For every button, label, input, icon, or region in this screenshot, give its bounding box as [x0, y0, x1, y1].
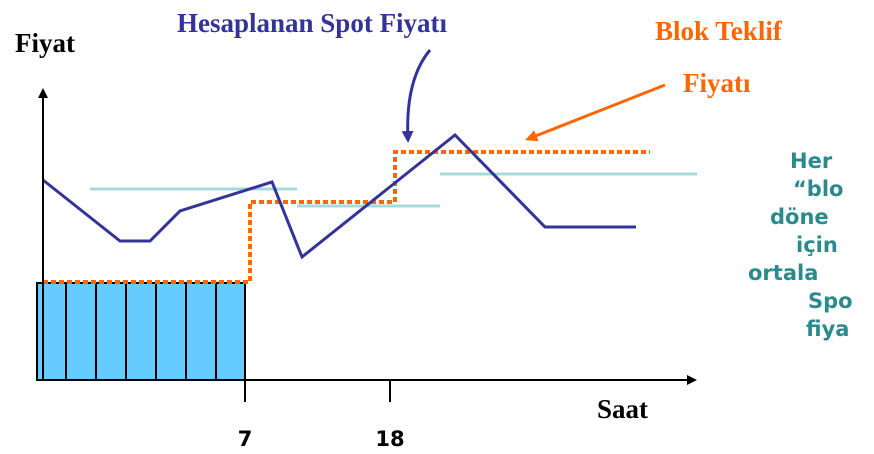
side-text: döne [770, 205, 829, 229]
spot-price [42, 132, 636, 260]
side-text: “blo [793, 177, 843, 201]
side-text: ortala [748, 261, 818, 285]
x-tick-label: 7 [238, 427, 253, 451]
side-text: Spo [808, 289, 853, 313]
axes [37, 88, 697, 402]
block-label: Blok Teklif [655, 16, 783, 46]
x-label: Saat [597, 394, 648, 424]
block-arrow [525, 83, 666, 142]
side-text: Her [790, 149, 833, 173]
block-price [43, 150, 650, 284]
side-text: fiya [806, 317, 849, 341]
x-tick-label: 18 [375, 427, 404, 451]
spot-label: Hesaplanan Spot Fiyatı [177, 8, 448, 38]
y-label: Fiyat [15, 28, 75, 58]
spot-segments [90, 172, 697, 208]
side-text: için [796, 233, 838, 257]
block-label: Fiyatı [683, 68, 751, 98]
blocks [36, 282, 246, 381]
spot-arrow [401, 49, 432, 143]
